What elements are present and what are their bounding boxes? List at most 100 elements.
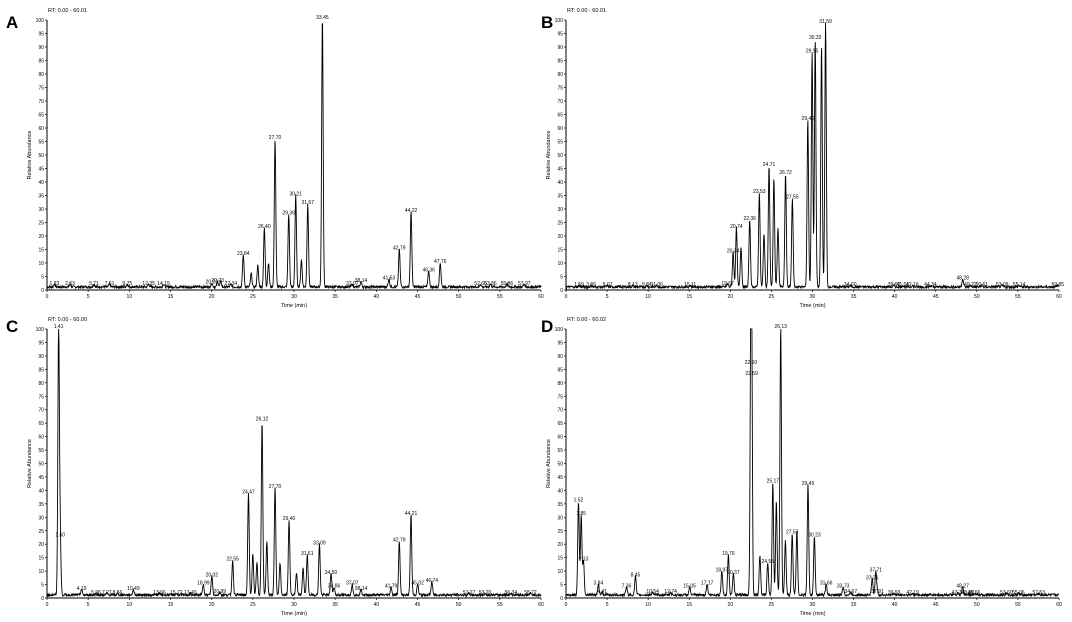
x-tick-label: 30 — [291, 602, 297, 608]
y-tick-label: 65 — [557, 421, 563, 427]
peak-label: 41.01 — [897, 282, 910, 288]
peak-label: 44.34 — [924, 282, 937, 288]
y-tick-label: 20 — [38, 542, 44, 548]
peak-label: 15.11 — [684, 282, 696, 288]
y-tick-label: 40 — [557, 488, 563, 494]
peak-label: 9.84 — [642, 282, 652, 288]
peak-label: 58.72 — [524, 590, 537, 596]
peak-label: 55.14 — [1013, 282, 1026, 288]
chromatogram-trace — [565, 22, 1060, 290]
y-tick-label: 20 — [557, 234, 563, 240]
y-tick-label: 65 — [38, 421, 44, 427]
peak-label: 8.45 — [631, 573, 641, 579]
y-tick-label: 15 — [38, 248, 44, 254]
peak-label: 33.09 — [313, 540, 326, 546]
peak-label: 42.79 — [393, 246, 406, 252]
x-tick-label: 30 — [810, 294, 816, 300]
x-axis-label: Time (min) — [799, 303, 825, 309]
rt-range-label: RT: 0.00 - 60.01 — [567, 8, 606, 14]
peak-label: 47.70 — [952, 590, 965, 596]
y-tick-label: 80 — [38, 381, 44, 387]
peak-label: 27.55 — [786, 194, 799, 200]
peak-label: 38.14 — [355, 278, 368, 284]
peak-label: 20.02 — [206, 279, 219, 285]
peak-label: 24.55 — [761, 559, 774, 565]
peak-label: 22.34 — [225, 281, 238, 287]
peak-label: 29.95 — [806, 49, 819, 55]
peak-label: 37.71 — [870, 567, 883, 573]
x-tick-label: 10 — [645, 294, 651, 300]
y-tick-label: 95 — [38, 32, 44, 38]
peak-label: 31.66 — [820, 581, 833, 587]
y-tick-label: 0 — [41, 288, 44, 294]
y-tick-label: 35 — [557, 502, 563, 508]
rt-range-label: RT: 0.00 - 60.02 — [567, 317, 606, 323]
y-tick-label: 35 — [38, 502, 44, 508]
x-tick-label: 0 — [46, 294, 49, 300]
y-tick-label: 5 — [41, 275, 44, 281]
x-tick-label: 35 — [851, 294, 857, 300]
peak-label: 41.79 — [385, 583, 398, 589]
peak-label: 26.40 — [258, 224, 271, 230]
peak-label: 3.06 — [586, 282, 596, 288]
peak-label: 12.35 — [142, 281, 155, 287]
x-tick-label: 35 — [851, 602, 857, 608]
peak-label: 20.34 — [727, 248, 740, 254]
y-tick-label: 15 — [557, 556, 563, 562]
y-tick-label: 50 — [38, 153, 44, 159]
panel-letter: B — [541, 13, 553, 32]
peak-label: 27.53 — [786, 530, 799, 536]
panel-letter: D — [541, 317, 553, 336]
x-tick-label: 5 — [87, 294, 90, 300]
peak-label: 42.79 — [393, 538, 406, 544]
peak-label: 24.71 — [763, 162, 776, 168]
x-tick-label: 20 — [209, 602, 215, 608]
peak-label: 57.53 — [1032, 590, 1045, 596]
peak-label: 10.54 — [646, 589, 659, 595]
y-tick-label: 85 — [38, 367, 44, 373]
y-tick-label: 100 — [36, 327, 45, 333]
peak-label: 47.76 — [434, 259, 447, 265]
x-tick-label: 20 — [728, 294, 734, 300]
y-tick-label: 65 — [38, 113, 44, 119]
peak-label: 42.16 — [906, 282, 919, 288]
y-tick-label: 95 — [557, 32, 563, 38]
peak-label: 10.49 — [127, 586, 140, 592]
y-tick-label: 45 — [557, 167, 563, 173]
y-tick-label: 35 — [557, 194, 563, 200]
peak-label: 53.60 — [1000, 590, 1013, 596]
peak-label: 24.47 — [242, 489, 255, 495]
peak-label: 48.27 — [956, 583, 969, 589]
peak-label: 18.99 — [197, 581, 210, 587]
peak-label: 55.06 — [1012, 590, 1025, 596]
peak-label: 49.66 — [968, 590, 981, 596]
x-tick-label: 50 — [974, 602, 980, 608]
y-axis-label: Relative Abundance — [546, 131, 552, 180]
y-tick-label: 100 — [555, 18, 564, 24]
peak-label: 53.86 — [484, 281, 497, 287]
peak-label: 15.72 — [170, 590, 183, 596]
x-tick-label: 0 — [46, 602, 49, 608]
peak-label: 38.14 — [355, 586, 368, 592]
peak-label: 29.43 — [802, 116, 815, 122]
y-tick-label: 70 — [557, 99, 563, 105]
y-tick-label: 45 — [38, 475, 44, 481]
peak-label: 33.45 — [316, 15, 329, 21]
peak-label: 39.92 — [888, 282, 901, 288]
y-tick-label: 90 — [557, 45, 563, 51]
x-tick-label: 40 — [374, 294, 380, 300]
peak-label: 29.45 — [802, 481, 815, 487]
x-axis-label: Time (min) — [281, 611, 307, 617]
x-tick-label: 35 — [332, 294, 338, 300]
y-tick-label: 90 — [557, 354, 563, 360]
peak-label: 7.36 — [622, 583, 632, 589]
y-tick-label: 60 — [557, 435, 563, 441]
peak-label: 37.07 — [346, 281, 359, 287]
y-tick-label: 95 — [557, 340, 563, 346]
y-tick-label: 100 — [555, 327, 564, 333]
peak-label: 37.91 — [871, 589, 884, 595]
x-tick-label: 60 — [1056, 602, 1062, 608]
peak-label: 2.13 — [579, 557, 589, 563]
y-tick-label: 85 — [38, 59, 44, 65]
